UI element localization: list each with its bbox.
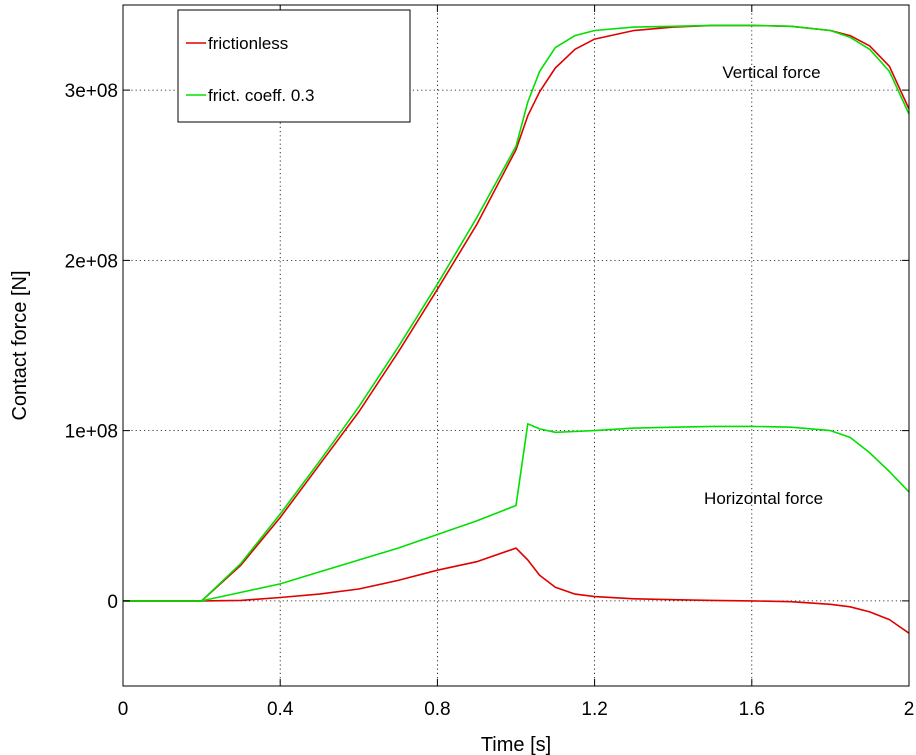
axis-ticks: 0 0.4 0.8 1.2 1.6 2 0 1e+08 2e+08 3e+08 xyxy=(65,5,915,720)
series-line-horizontal-friction xyxy=(123,422,910,602)
legend-box xyxy=(177,9,411,123)
y-axis-label: Contact force [N] xyxy=(9,270,31,420)
x-axis-label: Time [s] xyxy=(481,734,551,755)
x-tick-label: 0.8 xyxy=(424,699,450,720)
legend: frictionless frict. coeff. 0.3 xyxy=(177,9,411,123)
annotation-label: Vertical force xyxy=(722,63,820,82)
legend-label: frictionless xyxy=(208,34,288,53)
y-tick-label: 2e+08 xyxy=(65,251,118,272)
y-tick-label: 1e+08 xyxy=(65,422,118,443)
series-line-horizontal-frictionless xyxy=(123,547,910,634)
series-line-vertical-friction xyxy=(123,24,910,602)
x-tick-label: 2 xyxy=(904,699,915,720)
legend-label: frict. coeff. 0.3 xyxy=(208,86,314,105)
x-tick-label: 0.4 xyxy=(267,699,294,720)
x-tick-label: 1.6 xyxy=(739,699,765,720)
annotation-label: Horizontal force xyxy=(704,489,823,508)
y-tick-label: 3e+08 xyxy=(65,81,118,102)
series-lines xyxy=(123,24,910,634)
x-tick-label: 1.2 xyxy=(581,699,607,720)
plot-frame xyxy=(122,4,910,687)
x-tick-label: 0 xyxy=(118,699,129,720)
annotations: Vertical force Horizontal force xyxy=(704,63,823,508)
y-tick-label: 0 xyxy=(107,592,118,613)
